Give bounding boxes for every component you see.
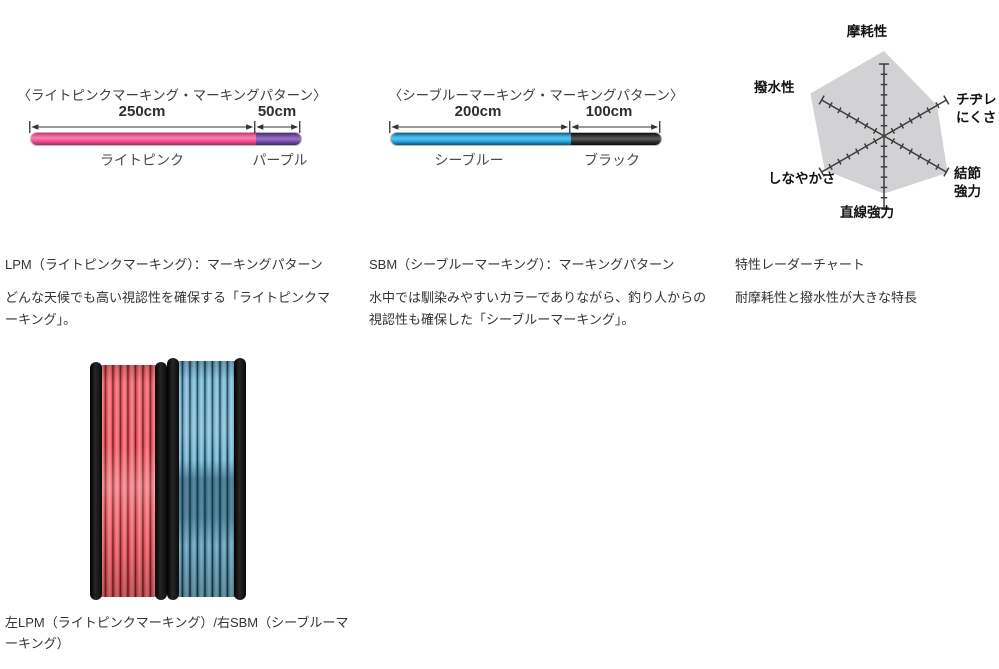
radar-plot: [810, 51, 950, 209]
sbm-description: 水中では馴染みやすいカラーでありながら、釣り人からの視認性も確保した「シーブルー…: [369, 290, 707, 327]
characteristics-radar-chart: 摩耗性 チヂレにくさ 結節強力 直線強力 しなやかさ 撥水性: [735, 14, 999, 229]
lpm-seg1-color-label: ライトピンク: [100, 152, 184, 168]
sbm-seg2-color-label: ブラック: [584, 152, 640, 168]
sbm-diagram-title: 〈シーブルーマーキング・マーキングパターン〉: [388, 88, 684, 103]
lpm-pattern-bar: [30, 132, 302, 146]
radar-axis-linear-strength: 直線強力: [840, 205, 894, 220]
sbm-pattern-bar: [390, 132, 662, 146]
lpm-segment-purple: [256, 133, 301, 145]
radar-axis-water-repellency: 撥水性: [754, 80, 795, 95]
spool-photo: [90, 358, 246, 600]
radar-description: 耐摩耗性と撥水性が大きな特長: [735, 290, 918, 305]
radar-axis-kink-resistance: チヂレにくさ: [956, 92, 997, 125]
sbm-segment-seablue: [391, 133, 571, 145]
sbm-measure-arrows: [389, 121, 661, 133]
lpm-marking-pattern-diagram: 〈ライトピンクマーキング・マーキングパターン〉 250cm 50cm ライトピン…: [4, 84, 340, 176]
sbm-seg1-color-label: シーブルー: [434, 152, 504, 168]
spool-photo-caption: 左LPM（ライトピンクマーキング）/右SBM（シーブルーマーキング）: [5, 615, 349, 651]
sbm-seg2-length: 100cm: [585, 103, 633, 120]
radar-heading: 特性レーダーチャート: [735, 257, 865, 272]
sbm-marking-pattern-diagram: 〈シーブルーマーキング・マーキングパターン〉 200cm 100cm シーブルー…: [368, 84, 704, 176]
lpm-seg1-length: 250cm: [118, 103, 166, 120]
spool-lpm-line: [99, 365, 158, 597]
lpm-diagram-title: 〈ライトピンクマーキング・マーキングパターン〉: [17, 88, 327, 103]
spool-flange: [234, 358, 246, 600]
sbm-heading: SBM（シーブルーマーキング）：マーキングパターン: [369, 257, 675, 272]
radar-axis-knot-strength: 結節強力: [954, 166, 981, 199]
lpm-seg2-color-label: パープル: [252, 152, 308, 168]
lpm-measure-arrows: [29, 121, 301, 133]
spool-lpm: [90, 362, 167, 600]
sbm-seg1-length: 200cm: [454, 103, 502, 120]
spool-sbm: [167, 358, 246, 600]
lpm-description: どんな天候でも高い視認性を確保する「ライトピンクマーキング」。: [5, 290, 331, 327]
lpm-seg2-length: 50cm: [257, 103, 297, 120]
sbm-segment-black: [571, 133, 661, 145]
spool-flange: [90, 362, 102, 600]
radar-axis-suppleness: しなやかさ: [768, 171, 836, 186]
spool-flange: [155, 362, 167, 600]
lpm-heading: LPM（ライトピンクマーキング）：マーキングパターン: [5, 257, 323, 272]
lpm-segment-lightpink: [31, 133, 256, 145]
spool-flange: [167, 358, 179, 600]
spool-sbm-line: [176, 361, 237, 597]
radar-axis-abrasion: 摩耗性: [846, 24, 888, 39]
